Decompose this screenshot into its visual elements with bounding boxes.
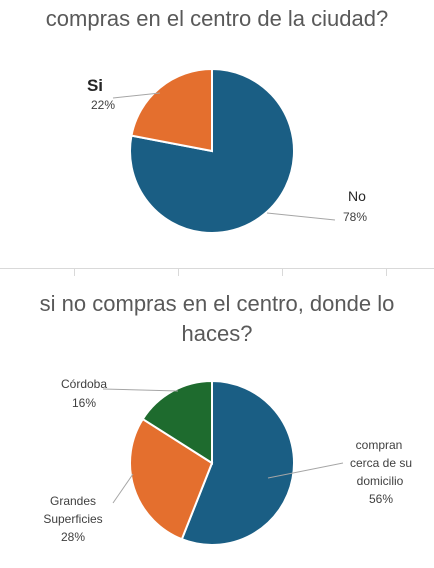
- pie-2-slice-2: [129, 417, 214, 541]
- chart-title-2: si no compras en el centro, donde lo hace…: [0, 289, 434, 349]
- pie-2-category-label-1: compran: [356, 438, 403, 452]
- pie-2-category-label-2: Grandes: [50, 494, 96, 508]
- pie-2-category-label-2: Superficies: [43, 512, 102, 526]
- pie-2-category-label-1: domicilio: [357, 474, 404, 488]
- pie-1-slice-1: [128, 67, 295, 234]
- pie-2-percent-label-2: 28%: [61, 530, 85, 544]
- pie-2-slice-1: [180, 379, 295, 546]
- divider-tick: [178, 268, 179, 276]
- pie-1-category-label-2: Si: [87, 76, 103, 95]
- divider-line: [0, 268, 434, 269]
- pie-2-category-label-3: Córdoba: [61, 377, 107, 391]
- divider-tick: [282, 268, 283, 276]
- pie-2-leader-line-3: [102, 388, 179, 392]
- divider-tick: [74, 268, 75, 276]
- pie-2-category-label-1: cerca de su: [350, 456, 412, 470]
- divider-tick: [386, 268, 387, 276]
- pie-2-leader-line-2: [112, 473, 134, 504]
- pie-2-percent-label-3: 16%: [72, 396, 96, 410]
- pie-1-slice-2: [130, 67, 213, 153]
- pie-1-percent-label-2: 22%: [91, 98, 115, 112]
- chart-title-1: compras en el centro de la ciudad?: [45, 6, 389, 31]
- pie-1-percent-label-1: 78%: [343, 210, 367, 224]
- pie-2-percent-label-1: 56%: [369, 492, 393, 506]
- chart-title-2-line-1: si no compras en el centro, donde lo: [39, 291, 395, 316]
- pie-1-leader-line-2: [112, 92, 161, 99]
- chart-title-2-line-2: haces?: [181, 321, 253, 346]
- pie-2-leader-line-1: [267, 462, 344, 479]
- pie-1-category-label-1: No: [348, 188, 366, 204]
- pie-1-leader-line-1: [266, 212, 336, 221]
